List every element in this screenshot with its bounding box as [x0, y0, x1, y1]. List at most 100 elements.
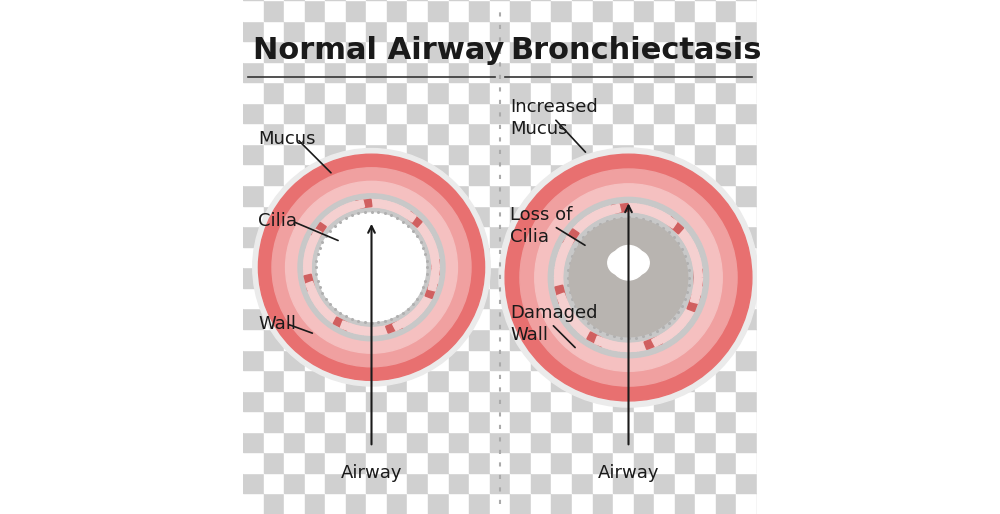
Bar — [243, 103, 264, 123]
FancyBboxPatch shape — [574, 321, 591, 338]
Bar — [531, 370, 551, 391]
Bar — [243, 391, 264, 411]
Bar — [613, 432, 634, 452]
Bar — [305, 452, 325, 473]
FancyBboxPatch shape — [580, 212, 598, 228]
Bar — [736, 164, 757, 185]
Bar — [469, 62, 490, 82]
Bar — [366, 247, 387, 267]
Bar — [778, 123, 798, 144]
FancyBboxPatch shape — [644, 336, 662, 349]
FancyBboxPatch shape — [611, 204, 629, 213]
Bar — [428, 473, 449, 493]
Bar — [634, 41, 654, 62]
Bar — [346, 452, 366, 473]
Bar — [613, 247, 634, 267]
Circle shape — [608, 251, 632, 275]
Bar — [675, 493, 695, 514]
Bar — [407, 370, 428, 391]
FancyBboxPatch shape — [340, 201, 357, 213]
Bar — [757, 452, 778, 473]
Bar — [695, 350, 716, 370]
Text: Damaged
Wall: Damaged Wall — [510, 304, 598, 344]
Bar — [551, 370, 572, 391]
FancyBboxPatch shape — [364, 200, 379, 207]
Bar — [325, 123, 346, 144]
Bar — [325, 62, 346, 82]
Bar — [305, 411, 325, 432]
Bar — [695, 247, 716, 267]
Bar — [675, 41, 695, 62]
FancyBboxPatch shape — [687, 293, 700, 311]
Circle shape — [625, 251, 649, 275]
Bar — [695, 185, 716, 206]
Bar — [695, 329, 716, 350]
Bar — [264, 432, 284, 452]
Bar — [675, 288, 695, 308]
Bar — [366, 82, 387, 103]
Bar — [387, 493, 407, 514]
Bar — [551, 226, 572, 247]
Bar — [243, 329, 264, 350]
Bar — [449, 247, 469, 267]
Bar — [778, 21, 798, 41]
FancyBboxPatch shape — [690, 285, 702, 303]
Bar — [736, 41, 757, 62]
Bar — [346, 370, 366, 391]
Bar — [778, 185, 798, 206]
Bar — [675, 103, 695, 123]
Bar — [757, 123, 778, 144]
Bar — [531, 164, 551, 185]
Bar — [510, 432, 531, 452]
Bar — [736, 21, 757, 41]
FancyBboxPatch shape — [652, 209, 670, 223]
Bar — [449, 144, 469, 164]
Bar — [366, 308, 387, 329]
Bar — [449, 267, 469, 288]
Bar — [449, 41, 469, 62]
Bar — [572, 144, 593, 164]
Bar — [449, 21, 469, 41]
FancyBboxPatch shape — [312, 296, 326, 312]
FancyBboxPatch shape — [563, 308, 579, 326]
FancyBboxPatch shape — [364, 327, 379, 335]
Bar — [716, 0, 736, 21]
Bar — [510, 21, 531, 41]
Bar — [264, 206, 284, 226]
Bar — [531, 226, 551, 247]
Bar — [695, 103, 716, 123]
Bar — [675, 123, 695, 144]
Bar — [305, 123, 325, 144]
Bar — [469, 164, 490, 185]
Bar — [551, 206, 572, 226]
Bar — [469, 41, 490, 62]
Bar — [449, 308, 469, 329]
Bar — [551, 144, 572, 164]
FancyBboxPatch shape — [412, 217, 427, 233]
Bar — [449, 288, 469, 308]
Bar — [593, 103, 613, 123]
Bar — [284, 185, 305, 206]
FancyBboxPatch shape — [412, 302, 427, 318]
FancyBboxPatch shape — [304, 244, 315, 260]
Bar — [243, 0, 264, 21]
Bar — [736, 123, 757, 144]
Bar — [428, 41, 449, 62]
Bar — [284, 144, 305, 164]
Bar — [572, 247, 593, 267]
Bar — [716, 391, 736, 411]
Bar — [387, 62, 407, 82]
Bar — [572, 452, 593, 473]
Bar — [305, 144, 325, 164]
Circle shape — [505, 154, 752, 401]
Circle shape — [548, 197, 709, 358]
Bar — [490, 288, 510, 308]
FancyBboxPatch shape — [666, 321, 683, 338]
Bar — [469, 21, 490, 41]
Bar — [346, 82, 366, 103]
Bar — [346, 164, 366, 185]
Bar — [613, 267, 634, 288]
Bar — [284, 267, 305, 288]
Bar — [613, 411, 634, 432]
FancyBboxPatch shape — [428, 244, 439, 260]
